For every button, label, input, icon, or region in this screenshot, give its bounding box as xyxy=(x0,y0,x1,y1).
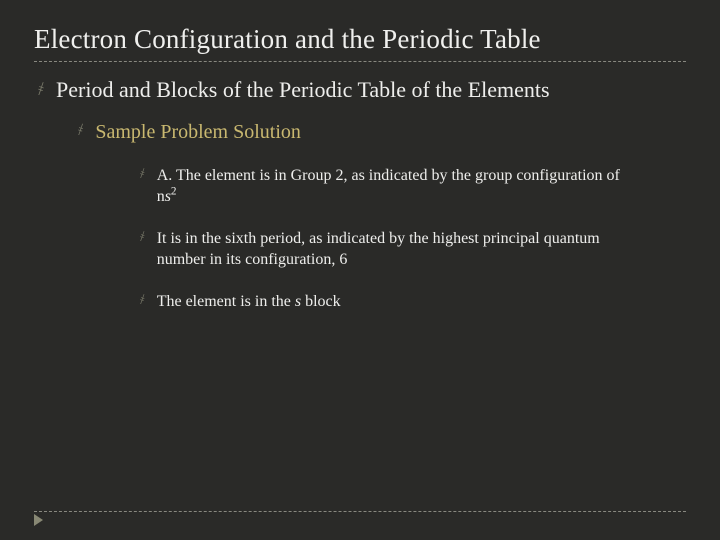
bullet-icon: ҂ xyxy=(140,230,145,246)
bullet-icon: ҂ xyxy=(38,79,44,100)
footer-divider xyxy=(34,511,686,512)
slide: Electron Configuration and the Periodic … xyxy=(0,0,720,540)
lvl3-text: A. The element is in Group 2, as indicat… xyxy=(157,165,637,208)
slide-title: Electron Configuration and the Periodic … xyxy=(34,24,686,55)
lvl3-suffix: block xyxy=(301,293,341,310)
list-item-lvl3: ҂ It is in the sixth period, as indicate… xyxy=(140,228,686,271)
lvl1-text: Period and Blocks of the Periodic Table … xyxy=(56,76,550,104)
title-divider xyxy=(34,61,686,62)
bullet-icon: ҂ xyxy=(140,293,145,309)
bullet-icon: ҂ xyxy=(78,122,83,140)
arrow-icon xyxy=(34,514,43,526)
lvl2-text: Sample Problem Solution xyxy=(95,120,301,145)
lvl3-prefix: The element is in the xyxy=(157,293,295,310)
list-item-lvl2: ҂ Sample Problem Solution xyxy=(78,120,686,145)
lvl3-prefix: It is in the sixth period, as indicated … xyxy=(157,230,600,269)
list-item-lvl3: ҂ The element is in the s block xyxy=(140,291,686,313)
lvl3-text: It is in the sixth period, as indicated … xyxy=(157,228,637,271)
list-item-lvl3: ҂ A. The element is in Group 2, as indic… xyxy=(140,165,686,208)
lvl3-prefix: A. The element is in Group 2, as indicat… xyxy=(157,167,620,206)
lvl3-text: The element is in the s block xyxy=(157,291,341,313)
list-item-lvl1: ҂ Period and Blocks of the Periodic Tabl… xyxy=(34,76,686,104)
bullet-icon: ҂ xyxy=(140,167,145,183)
lvl3-sup: 2 xyxy=(171,186,177,198)
